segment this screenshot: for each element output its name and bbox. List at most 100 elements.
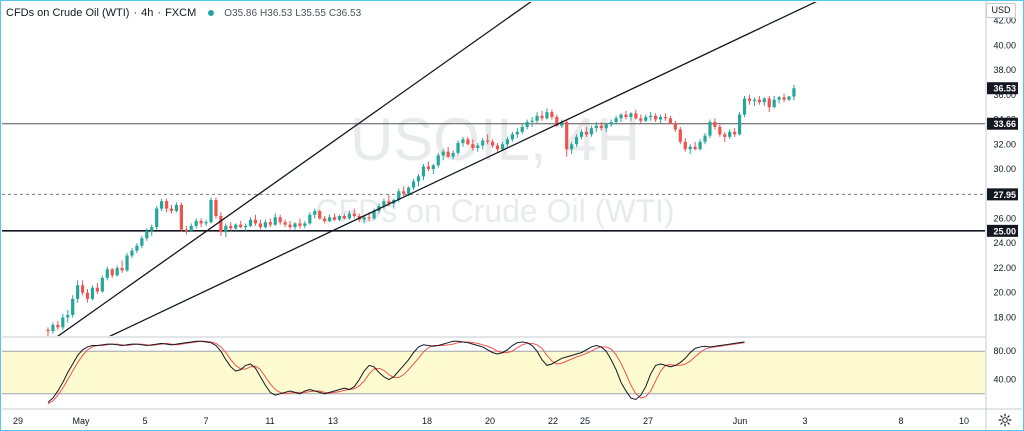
time-tick-label: 18 — [422, 416, 432, 426]
time-tick-label: 29 — [13, 416, 23, 426]
candle-body — [155, 208, 159, 228]
candle-body — [431, 165, 435, 169]
candle-body — [298, 223, 302, 226]
candle-body — [209, 199, 213, 223]
candle-body — [169, 208, 174, 212]
candle-body — [352, 213, 356, 217]
candle-body — [698, 141, 702, 150]
currency-button[interactable]: USD — [986, 3, 1016, 18]
candle-body — [476, 145, 480, 148]
candle-body — [426, 166, 430, 169]
watermark-symbol: USOIL, 4H — [350, 106, 640, 173]
high-value: H36.53 — [260, 7, 293, 19]
candle-body — [649, 115, 653, 118]
candle-body — [204, 222, 208, 224]
candle-body — [792, 88, 796, 97]
candle-body — [61, 317, 65, 328]
candle-body — [214, 199, 218, 217]
separator: · — [133, 7, 138, 19]
candle-body — [130, 250, 134, 256]
time-tick-label: 20 — [485, 416, 495, 426]
candle-body — [713, 121, 717, 127]
time-tick-label: 11 — [265, 416, 274, 426]
candle-body — [515, 131, 519, 135]
candle-body — [540, 115, 544, 119]
candle-body — [510, 134, 514, 140]
candle-body — [283, 222, 287, 225]
interval-label[interactable]: 4h — [141, 7, 154, 19]
candle-body — [767, 98, 771, 108]
stochastic-tick-label: 80.00 — [993, 346, 1016, 356]
candle-body — [318, 211, 322, 219]
candle-body — [71, 298, 75, 315]
candle-body — [446, 151, 450, 157]
candle-body — [787, 96, 791, 100]
candle-body — [654, 115, 658, 120]
candle-body — [723, 134, 727, 137]
level-price-tag: 33.66 — [993, 119, 1016, 129]
candle-body — [481, 140, 485, 146]
candle-body — [387, 201, 391, 204]
candle-body — [505, 139, 510, 145]
candle-body — [560, 121, 564, 126]
candle-body — [293, 223, 297, 228]
candle-body — [471, 144, 475, 148]
trendline — [108, 2, 817, 336]
candle-body — [362, 217, 366, 220]
candle-body — [184, 229, 188, 231]
candle-body — [179, 204, 183, 230]
gear-icon[interactable] — [998, 413, 1012, 427]
time-tick-label: 8 — [898, 416, 903, 426]
candle-body — [164, 201, 169, 209]
price-tick-label: 30.00 — [993, 164, 1016, 174]
close-value: C36.53 — [328, 7, 362, 19]
candle-body — [56, 324, 60, 328]
candle-body — [777, 97, 781, 100]
candle-body — [199, 220, 203, 224]
candle-body — [708, 121, 712, 136]
candle-body — [115, 267, 119, 276]
candle-body — [574, 136, 579, 145]
time-tick-label: 7 — [203, 416, 208, 426]
stochastic-k-line — [47, 340, 745, 403]
candle-body — [614, 118, 618, 122]
candle-body — [407, 187, 411, 194]
candle-body — [525, 121, 529, 127]
candle-body — [673, 123, 677, 130]
candle-body — [486, 140, 490, 142]
price-tick-label: 40.00 — [993, 40, 1016, 50]
candle-body — [555, 117, 559, 126]
candle-body — [658, 117, 663, 120]
candle-body — [303, 223, 307, 226]
candle-body — [402, 191, 406, 194]
candle-body — [421, 166, 426, 177]
candle-body — [332, 217, 337, 220]
time-tick-label: 27 — [643, 416, 653, 426]
price-tick-label: 32.00 — [993, 139, 1016, 149]
time-tick-label: 25 — [580, 416, 590, 426]
candle-body — [194, 220, 198, 226]
candle-body — [189, 225, 193, 231]
low-value: L35.55 — [295, 7, 326, 19]
candle-body — [273, 217, 277, 225]
candle-body — [663, 117, 668, 119]
candle-body — [150, 227, 154, 231]
candle-body — [174, 204, 179, 212]
candle-body — [337, 216, 342, 220]
candle-body — [565, 121, 569, 150]
candle-body — [550, 112, 554, 118]
price-tick-label: 36.00 — [993, 90, 1016, 100]
symbol-name[interactable]: CFDs on Crude Oil (WTI) — [6, 7, 130, 19]
candle-body — [461, 139, 465, 144]
time-tick-label: 22 — [548, 416, 558, 426]
price-tick-label: 24.00 — [993, 238, 1016, 248]
time-tick-label: 13 — [328, 416, 338, 426]
candle-body — [451, 152, 455, 157]
candle-body — [416, 176, 421, 182]
price-tick-label: 26.00 — [993, 213, 1016, 223]
candle-body — [248, 219, 253, 226]
candle-body — [594, 125, 598, 129]
candle-body — [738, 114, 742, 135]
candle-body — [703, 135, 707, 142]
